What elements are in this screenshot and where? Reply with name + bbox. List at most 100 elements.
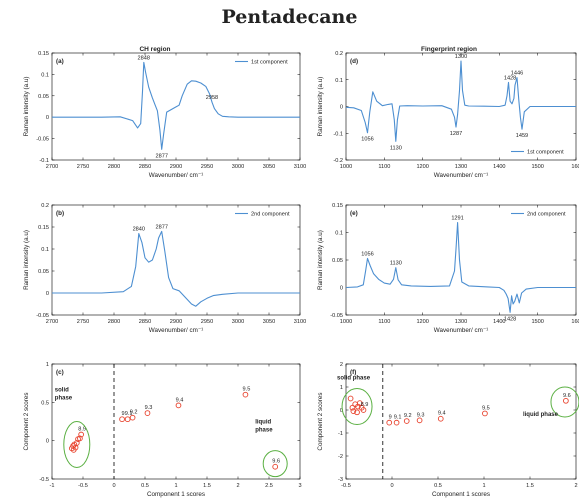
- y-axis-label: Raman intensity (a.u): [23, 230, 30, 290]
- phase-label: solid: [55, 388, 69, 394]
- y-tick-label: 0.15: [38, 51, 49, 57]
- phase-label: liquid phase: [523, 412, 559, 418]
- data-point: [386, 419, 393, 426]
- x-tick-label: 1: [174, 483, 177, 489]
- x-tick-label: 2800: [108, 319, 120, 325]
- x-tick-label: -1: [50, 483, 55, 489]
- spectrum-line: [345, 60, 576, 142]
- x-tick-label: 160: [571, 164, 579, 170]
- x-tick-label: 0: [112, 483, 115, 489]
- y-tick-label: -0.1: [39, 158, 49, 164]
- y-tick-label: 0.05: [332, 258, 343, 264]
- phase-circle: [63, 421, 91, 468]
- data-point: [349, 404, 356, 411]
- peak-label: 2877: [156, 224, 168, 230]
- legend-label: 2nd component: [251, 212, 290, 218]
- x-tick-label: 3: [298, 483, 301, 489]
- peak-label: 1287: [450, 131, 462, 137]
- x-tick-label: 1.5: [526, 483, 534, 489]
- peak-label: 2840: [133, 227, 145, 233]
- x-tick-label: -0.5: [78, 483, 88, 489]
- x-tick-label: 2: [574, 483, 577, 489]
- peak-label: 1428: [504, 75, 516, 81]
- y-axis-label: Component 2 scores: [317, 392, 324, 450]
- data-point: [144, 410, 151, 416]
- legend-box: [232, 56, 296, 67]
- point-label: 9.5: [482, 405, 490, 411]
- peak-label: 1291: [451, 216, 463, 222]
- data-point: [119, 416, 125, 423]
- x-tick-label: 1400: [493, 164, 505, 170]
- x-tick-label: 0.5: [141, 483, 149, 489]
- peak-label: 1130: [390, 145, 402, 151]
- x-axis-label: Component 1 scores: [432, 491, 490, 498]
- y-tick-label: 1: [340, 385, 343, 391]
- point-label: 9.1: [125, 411, 133, 417]
- data-point: [354, 409, 360, 416]
- y-tick-label: -0.05: [36, 313, 49, 319]
- x-tick-label: 2: [236, 483, 239, 489]
- y-tick-label: -0.05: [36, 137, 49, 143]
- data-point: [563, 397, 569, 404]
- panel-e: 1000 1100 1200 1300 1400 1500 160 -0.05 0 0.05 0.1…: [317, 203, 579, 334]
- panel-label: (c): [56, 369, 64, 376]
- x-tick-label: 3050: [263, 319, 275, 325]
- x-tick-label: 2700: [46, 164, 58, 170]
- legend-label: 1st component: [251, 60, 288, 66]
- y-tick-label: -0.5: [39, 477, 49, 483]
- y-tick-label: 0: [340, 408, 343, 414]
- x-tick-label: 1500: [531, 164, 543, 170]
- x-tick-label: 2700: [46, 319, 58, 325]
- left-column-title: CH region: [139, 46, 171, 53]
- y-tick-label: -3: [338, 477, 343, 483]
- point-label: 8.9: [361, 402, 369, 408]
- x-tick-label: 160: [571, 319, 579, 325]
- y-tick-label: -1: [338, 431, 343, 437]
- panel-label: (e): [350, 210, 358, 217]
- x-tick-label: 1: [482, 483, 485, 489]
- panel-label: (a): [56, 58, 64, 65]
- data-point: [350, 408, 357, 415]
- peak-label: 1130: [390, 261, 402, 267]
- y-tick-label: 0: [340, 105, 343, 111]
- x-tick-label: 2950: [201, 319, 213, 325]
- peak-label: 1428: [504, 316, 516, 322]
- x-tick-label: 1400: [493, 319, 505, 325]
- data-point: [416, 417, 423, 424]
- phase-label: phase: [255, 428, 273, 434]
- spectrum-line: [52, 230, 300, 307]
- x-tick-label: 3000: [232, 319, 244, 325]
- data-point: [78, 431, 84, 438]
- x-tick-label: 2850: [139, 164, 151, 170]
- y-tick-label: 0.2: [41, 203, 49, 209]
- y-axis-label: Raman intensity (a.u): [23, 77, 30, 137]
- data-point: [73, 440, 80, 446]
- x-tick-label: 1300: [455, 319, 467, 325]
- y-tick-label: -2: [338, 454, 343, 460]
- figure-title: Pentadecane: [221, 6, 358, 28]
- y-tick-label: -0.05: [330, 313, 343, 319]
- point-label: 9.3: [417, 412, 425, 418]
- point-label: 9: [121, 411, 124, 417]
- data-point: [272, 463, 279, 470]
- x-axis-label: Wavenumber/ cm⁻¹: [434, 172, 489, 179]
- x-tick-label: 3100: [294, 319, 306, 325]
- panel-b-frame: [51, 204, 301, 316]
- y-tick-label: 0.2: [335, 51, 343, 57]
- y-tick-label: 0.1: [335, 231, 343, 237]
- peak-label: 1300: [455, 54, 467, 60]
- y-tick-label: 0: [46, 291, 49, 297]
- x-tick-label: 2850: [139, 319, 151, 325]
- y-axis-label: Raman intensity (a.u): [317, 230, 324, 290]
- legend-box: [232, 208, 296, 219]
- data-point: [347, 395, 354, 402]
- y-axis-label: Component 2 scores: [23, 392, 30, 450]
- peak-label: 1459: [516, 133, 528, 139]
- point-label: 8.9: [78, 427, 86, 433]
- x-tick-label: 1200: [416, 319, 428, 325]
- peak-label: 2848: [138, 55, 150, 61]
- point-label: 9.6: [563, 393, 571, 399]
- x-tick-label: 2800: [108, 164, 120, 170]
- y-tick-label: -0.2: [333, 158, 343, 164]
